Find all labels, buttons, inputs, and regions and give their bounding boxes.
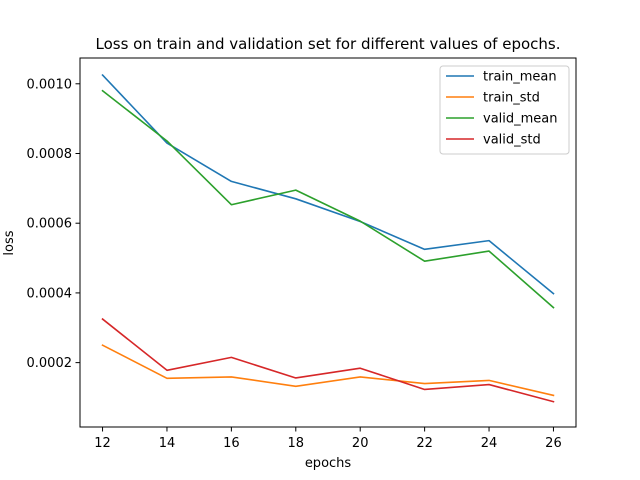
x-tick-label: 12 xyxy=(94,436,111,451)
x-tick-label: 16 xyxy=(223,436,240,451)
y-tick-label: 0.0002 xyxy=(27,356,73,371)
x-tick-label: 20 xyxy=(352,436,369,451)
y-axis-label: loss xyxy=(2,230,17,255)
y-tick-label: 0.0006 xyxy=(27,217,73,232)
chart-title: Loss on train and validation set for dif… xyxy=(95,35,560,53)
x-tick-label: 18 xyxy=(288,436,305,451)
series-line-valid-mean xyxy=(101,89,555,309)
x-tick-label: 22 xyxy=(416,436,433,451)
legend-label-train-mean: train_mean xyxy=(483,70,557,85)
series-line-train-mean xyxy=(101,73,555,295)
legend-label-train-std: train_std xyxy=(483,91,540,106)
y-axis: 0.0002 0.0004 0.0006 0.0008 0.0010 xyxy=(27,77,80,371)
legend-label-valid-std: valid_std xyxy=(483,133,541,148)
legend-label-valid-mean: valid_mean xyxy=(483,112,558,127)
x-axis: 12 14 16 18 20 22 24 26 xyxy=(94,427,562,451)
y-tick-label: 0.0004 xyxy=(27,286,73,301)
x-axis-label: epochs xyxy=(305,456,352,471)
x-tick-label: 26 xyxy=(545,436,562,451)
legend-box xyxy=(439,65,570,155)
series-line-train-std xyxy=(101,344,555,397)
plot-area-frame xyxy=(79,57,577,428)
y-tick-label: 0.0008 xyxy=(27,147,73,162)
series-layer xyxy=(101,73,555,403)
legend: train_mean train_std valid_mean valid_std xyxy=(439,65,570,155)
series-line-valid-std xyxy=(101,317,555,403)
y-tick-label: 0.0010 xyxy=(27,77,73,92)
x-tick-label: 14 xyxy=(159,436,176,451)
x-tick-label: 24 xyxy=(481,436,498,451)
